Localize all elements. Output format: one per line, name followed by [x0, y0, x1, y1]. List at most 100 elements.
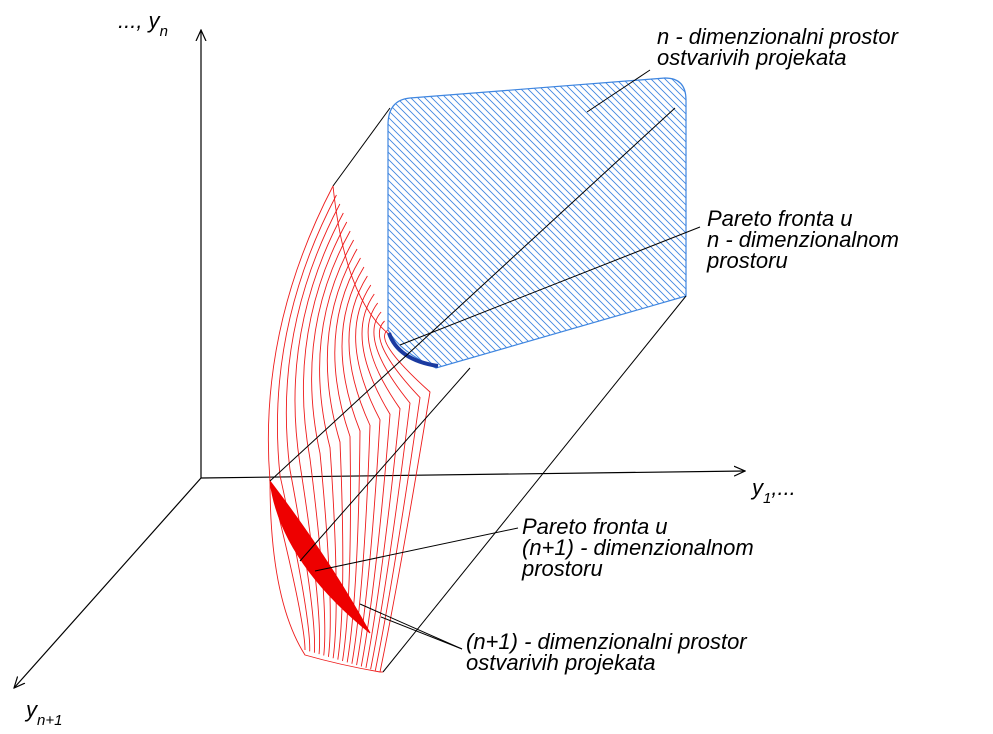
hatch-line — [388, 78, 602, 368]
x-axis-horizontal — [200, 471, 745, 479]
mesh-curve — [319, 239, 355, 659]
y-axis-label-sub: n — [159, 23, 168, 40]
hatch-line — [388, 78, 511, 368]
hatch-line — [388, 78, 574, 368]
hatch-line — [0, 0, 314, 400]
hatch-line — [388, 78, 588, 368]
z-axis-label-text: y — [26, 697, 37, 722]
label-pareto-n1-line3: prostoru — [522, 556, 603, 581]
x-axis-label-suffix: ,... — [771, 475, 796, 500]
label-n1-space-line1: (n+1) - dimenzionalni prostor — [466, 629, 747, 654]
mesh-envelope — [269, 480, 381, 673]
hatch-line — [403, 78, 686, 368]
hatch-line — [388, 78, 490, 368]
y-axis-label-text: ..., y — [118, 8, 160, 33]
hatch-line — [0, 0, 307, 400]
mesh-curve — [285, 203, 341, 653]
hatch-line — [388, 78, 567, 368]
hatch-line — [388, 78, 476, 368]
hatch-line — [388, 78, 448, 368]
hatch-line — [388, 78, 462, 368]
label-pareto-n1: Pareto fronta u (n+1) - dimenzionalnom p… — [522, 514, 754, 581]
label-pareto-n1-line1: Pareto fronta u — [522, 514, 668, 539]
x-axis-label: y1,... — [752, 475, 796, 508]
hatch-line — [388, 78, 420, 368]
projection-lines — [269, 107, 687, 673]
hatch-line — [388, 78, 595, 368]
label-pareto-n-line1: Pareto fronta u — [707, 206, 853, 231]
hatch-line — [388, 78, 553, 368]
mesh-curve — [334, 257, 361, 662]
hatch-line — [388, 78, 434, 368]
hatch-line — [0, 0, 321, 400]
hatch-line — [431, 78, 686, 368]
mesh-curve — [365, 302, 401, 668]
hatch-line — [388, 78, 686, 368]
hatch-line — [388, 78, 532, 368]
hatch-line — [388, 78, 560, 368]
hatch-line — [438, 78, 686, 368]
mesh-curve — [355, 284, 381, 666]
hatch-line — [388, 78, 483, 368]
label-leaders — [314, 69, 701, 650]
hatch-line — [396, 78, 686, 368]
hatch-line — [0, 0, 335, 400]
mesh-curve — [370, 311, 411, 670]
label-pareto-n1-line2: (n+1) - dimenzionalnom — [522, 535, 754, 560]
hatch-line — [388, 78, 427, 368]
z-axis-label: yn+1 — [26, 697, 62, 730]
hatch-line — [388, 78, 406, 368]
mesh-curve — [311, 230, 351, 657]
x-axis-label-text: y — [752, 475, 763, 500]
hatch-line — [473, 78, 686, 368]
label-n-space-line2: ostvarivih projekata — [657, 45, 847, 70]
hatch-line — [388, 78, 518, 368]
label-n-space-line1: n - dimenzionalni prostor — [657, 24, 898, 49]
label-pareto-n-line3: prostoru — [707, 248, 788, 273]
hatch-line — [388, 78, 413, 368]
hatch-line — [388, 78, 525, 368]
hatch-line — [0, 0, 300, 400]
mesh-curve — [276, 194, 337, 652]
mesh-curve — [326, 248, 358, 660]
hatch-line — [388, 78, 504, 368]
mesh-envelope — [332, 185, 391, 336]
hatch-line — [388, 78, 546, 368]
hatch-line — [388, 78, 469, 368]
pareto-front-n-curve — [387, 332, 439, 368]
hatch-line — [0, 0, 363, 400]
hatch-line — [388, 78, 539, 368]
hatch-line — [459, 78, 686, 368]
x-axis-label-sub: 1 — [763, 490, 772, 507]
hatch-line — [0, 0, 356, 400]
hatch-line — [0, 0, 342, 400]
mesh-curve — [360, 293, 391, 667]
hatch-line — [0, 0, 370, 400]
mesh-curve — [294, 212, 344, 655]
hatch-line — [388, 78, 686, 368]
hatch-line — [480, 78, 686, 368]
hatch-line — [388, 78, 616, 368]
mesh-curve — [303, 221, 348, 656]
z-axis-label-sub: n+1 — [37, 712, 63, 729]
z-axis-depth — [14, 477, 202, 688]
hatch-line — [388, 78, 609, 368]
hatch-line — [389, 78, 686, 368]
mesh-curve — [267, 185, 334, 651]
hatch-line — [452, 78, 686, 368]
hatch-line — [388, 78, 399, 368]
n1-feasible-region-mesh — [267, 185, 431, 673]
hatch-line — [417, 78, 686, 368]
hatch-line — [445, 78, 686, 368]
hatch-line — [424, 78, 686, 368]
hatch-line — [0, 0, 328, 400]
hatch-line — [0, 0, 349, 400]
hatch-line — [388, 78, 392, 368]
hatch-line — [410, 78, 686, 368]
label-n1-space: (n+1) - dimenzionalni prostor ostvarivih… — [466, 629, 747, 674]
hatch-line — [0, 0, 377, 400]
pareto-front-n1-shape — [269, 479, 371, 634]
label-n-space: n - dimenzionalni prostor ostvarivih pro… — [657, 24, 898, 70]
hatch-line — [388, 78, 686, 368]
mesh-curve — [379, 329, 431, 673]
